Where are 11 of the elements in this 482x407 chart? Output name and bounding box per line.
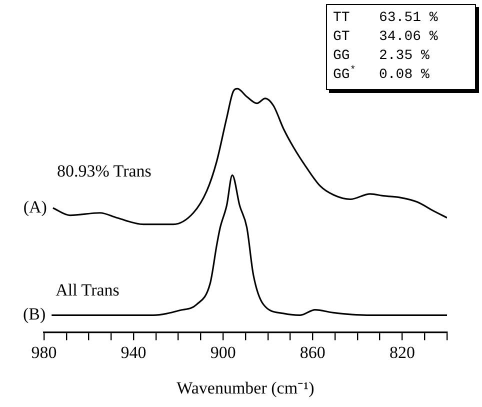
series-label: All Trans: [56, 280, 120, 300]
x-tick-label: 900: [210, 342, 236, 362]
x-tick-label: 860: [300, 342, 326, 362]
x-tick-label: 980: [31, 342, 57, 362]
text-box: TT 63.51 % GT 34.06 % GG 2.35 % GG$^{*}$ 0.08 %: [326, 4, 476, 90]
x-tick-label: 940: [120, 342, 146, 362]
annotation: (A): [23, 197, 47, 216]
x-axis-title: Wavenumber (cm⁻¹): [176, 378, 314, 398]
annotation: (B): [22, 304, 46, 324]
x-tick-label: 820: [389, 342, 415, 362]
series-label: 80.93% Trans: [56, 161, 152, 180]
